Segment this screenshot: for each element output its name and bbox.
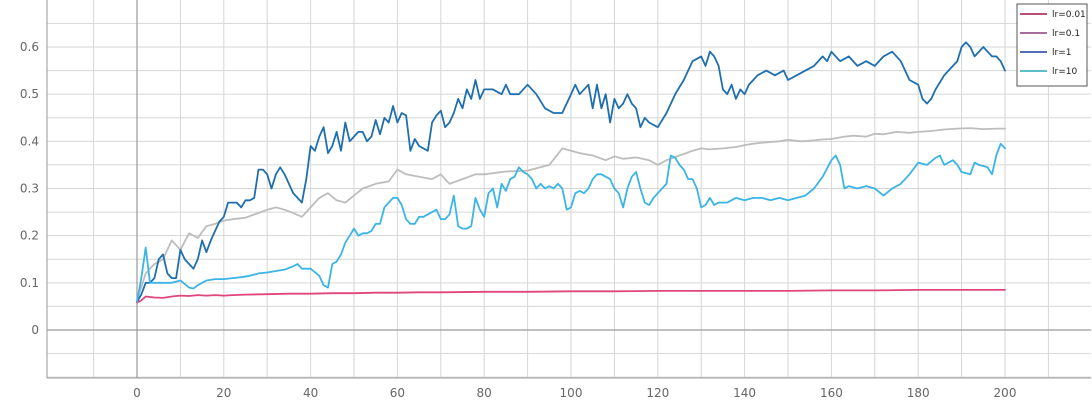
x-tick-label: 200 <box>994 386 1017 400</box>
x-tick-label: 180 <box>907 386 930 400</box>
series-line-lr-0-1 <box>136 127 1006 302</box>
series-line-lr-1 <box>136 41 1006 303</box>
series-line-lr-0-01 <box>136 289 1006 304</box>
y-tick-label: 0.2 <box>20 229 39 243</box>
y-tick-label: 0.6 <box>20 40 39 54</box>
y-tick-label: 0.5 <box>20 87 39 101</box>
y-tick-label: 0.1 <box>20 276 39 290</box>
x-tick-label: 140 <box>733 386 756 400</box>
y-tick-label: 0.3 <box>20 182 39 196</box>
x-tick-label: 120 <box>646 386 669 400</box>
legend-label: lr=0.1 <box>1052 29 1080 39</box>
y-tick-label: 0.4 <box>20 134 39 148</box>
x-tick-label: 60 <box>390 386 405 400</box>
x-tick-label: 80 <box>477 386 492 400</box>
legend-label: lr=10 <box>1052 67 1077 77</box>
series-line-lr-10 <box>136 142 1006 303</box>
legend-label: lr=0.01 <box>1052 10 1086 20</box>
legend-box <box>1016 3 1088 87</box>
x-tick-label: 40 <box>303 386 318 400</box>
legend-items: lr=0.01 lr=0.1 lr=1 lr=10 <box>1020 10 1086 77</box>
x-tick-label: 160 <box>820 386 843 400</box>
legend-label: lr=1 <box>1052 48 1071 58</box>
series-lines <box>136 41 1006 304</box>
y-tick-label: 0 <box>31 323 39 337</box>
axes <box>46 0 1091 379</box>
x-tick-label: 0 <box>133 386 141 400</box>
x-tick-label: 100 <box>560 386 583 400</box>
x-tick-label: 20 <box>216 386 231 400</box>
legend: lr=0.01 lr=0.1 lr=1 lr=10 <box>1016 3 1088 87</box>
tick-labels: 0 20 40 60 80 100 120 140 160 180 200 0 0.1 0.2 0.3 0.4… <box>20 40 1017 400</box>
